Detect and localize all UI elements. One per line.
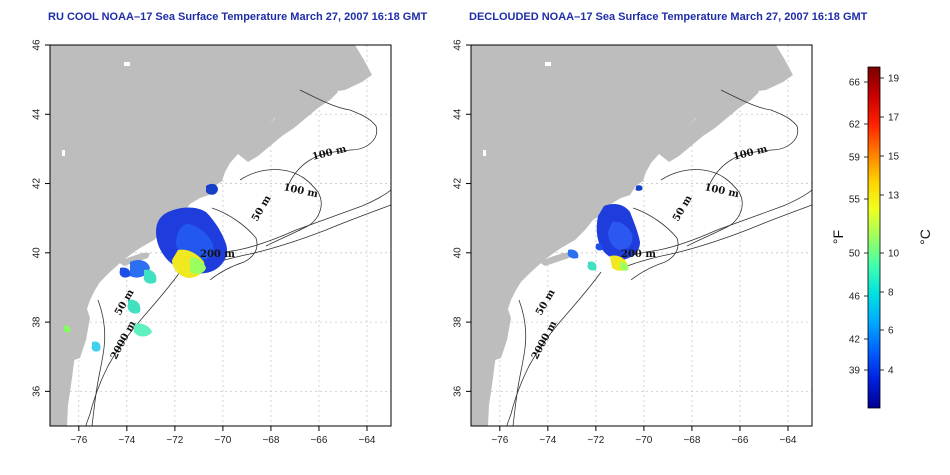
right-delmarva <box>493 300 511 360</box>
colorbar-f-label: 46 <box>849 292 861 303</box>
left-xtick-label: −64 <box>359 435 376 446</box>
colorbar-f-label: 62 <box>849 120 861 131</box>
right-sst-warm-edge <box>620 262 629 271</box>
right-ytick-label: 46 <box>453 39 464 51</box>
right-ytick-label: 40 <box>453 247 464 259</box>
colorbar-c-label: 17 <box>888 113 900 124</box>
left-ytick-label: 36 <box>32 385 43 397</box>
colorbar: 66 62 59 55 50 46 42 39 19 17 15 13 10 8 6 4 °F °C <box>830 66 933 409</box>
colorbar-gradient <box>868 67 880 408</box>
left-ytick-label: 40 <box>32 247 43 259</box>
left-xtick-label: −76 <box>70 435 87 446</box>
right-xtick-label: −74 <box>539 435 556 446</box>
left-xtick-label: −68 <box>262 435 279 446</box>
left-label-200m: 200 m <box>200 249 235 260</box>
right-land <box>471 45 793 426</box>
right-xtick-label: −64 <box>780 435 797 446</box>
celsius-unit-label: °C <box>917 229 933 245</box>
left-map-title: RU COOL NOAA–17 Sea Surface Temperature … <box>48 11 428 23</box>
colorbar-f-label: 50 <box>849 249 861 260</box>
colorbar-f-label: 39 <box>849 366 861 377</box>
right-contours <box>506 89 812 426</box>
right-map-title: DECLOUDED NOAA–17 Sea Surface Temperatur… <box>469 11 868 23</box>
right-xtick-label: −76 <box>491 435 508 446</box>
left-map-panel: 100 m 100 m 50 m 200 m 50 m 2000 m −76 −7… <box>32 39 392 446</box>
right-sst-inner <box>608 221 633 250</box>
colorbar-f-label: 55 <box>849 195 861 206</box>
left-lake-2 <box>62 150 65 156</box>
left-ytick-label: 38 <box>32 316 43 328</box>
right-map-axes: −76 −74 −72 −70 −68 −66 −64 36 38 40 42 44 46 <box>453 39 797 446</box>
right-lake-2 <box>483 150 486 156</box>
left-delmarva <box>72 300 90 360</box>
left-map-axes: −76 −74 −72 −70 −68 −66 −64 36 38 40 42 44 46 <box>32 39 376 446</box>
left-ytick-label: 42 <box>32 178 43 190</box>
right-map-panel: 100 m 100 m 50 m 200 m 50 m 2000 m −76 −7… <box>453 39 813 446</box>
left-xtick-label: −74 <box>118 435 135 446</box>
colorbar-f-label: 66 <box>849 78 861 89</box>
left-sst-west-2 <box>119 267 131 278</box>
right-xtick-label: −70 <box>635 435 652 446</box>
right-label-200m: 200 m <box>621 249 656 260</box>
right-ytick-label: 38 <box>453 316 464 328</box>
left-ytick-label: 44 <box>32 108 43 120</box>
right-ytick-label: 42 <box>453 178 464 190</box>
left-long-island <box>118 253 150 266</box>
colorbar-c-label: 4 <box>888 366 894 377</box>
fahrenheit-unit-label: °F <box>830 230 846 244</box>
right-xtick-label: −66 <box>731 435 748 446</box>
left-sst-cyan-3 <box>134 323 152 337</box>
colorbar-ticks: 66 62 59 55 50 46 42 39 19 17 15 13 10 8 6 4 <box>849 74 900 377</box>
left-sst-cyan-2 <box>127 299 141 314</box>
right-lake <box>545 62 551 66</box>
colorbar-frame <box>867 66 881 409</box>
left-map-frame <box>49 44 392 427</box>
colorbar-c-label: 19 <box>888 74 900 85</box>
left-xtick-label: −72 <box>166 435 183 446</box>
right-sst-patches <box>567 185 643 271</box>
left-land <box>50 45 372 426</box>
right-sst-north <box>635 185 643 191</box>
colorbar-c-label: 15 <box>888 152 900 163</box>
left-xtick-label: −70 <box>214 435 231 446</box>
right-mainland <box>471 45 793 426</box>
right-xtick-label: −72 <box>587 435 604 446</box>
left-nova-scotia <box>238 84 338 162</box>
colorbar-c-label: 8 <box>888 288 894 299</box>
colorbar-f-label: 59 <box>849 153 861 164</box>
right-sst-west <box>567 249 579 259</box>
left-sst-cyan <box>143 269 157 284</box>
left-ytick-label: 46 <box>32 39 43 51</box>
left-sst-cyan-4 <box>91 341 101 352</box>
left-sst-north <box>206 183 218 195</box>
right-ytick-label: 44 <box>453 108 464 120</box>
left-mainland <box>50 45 372 426</box>
right-map-frame <box>470 44 813 427</box>
colorbar-f-label: 42 <box>849 335 861 346</box>
right-sst-west-2 <box>595 243 603 251</box>
left-sst-warm-edge <box>190 257 206 275</box>
left-sst-patches <box>63 183 228 352</box>
left-sst-cyan-5 <box>63 325 71 333</box>
right-ytick-label: 36 <box>453 385 464 397</box>
right-long-island <box>539 253 571 266</box>
colorbar-c-label: 13 <box>888 191 900 202</box>
left-xtick-label: −66 <box>310 435 327 446</box>
right-xtick-label: −68 <box>683 435 700 446</box>
left-lake <box>124 62 130 66</box>
colorbar-c-label: 10 <box>888 249 900 260</box>
right-nova-scotia <box>659 84 759 162</box>
right-sst-cyan <box>587 261 597 271</box>
colorbar-c-label: 6 <box>888 326 894 337</box>
